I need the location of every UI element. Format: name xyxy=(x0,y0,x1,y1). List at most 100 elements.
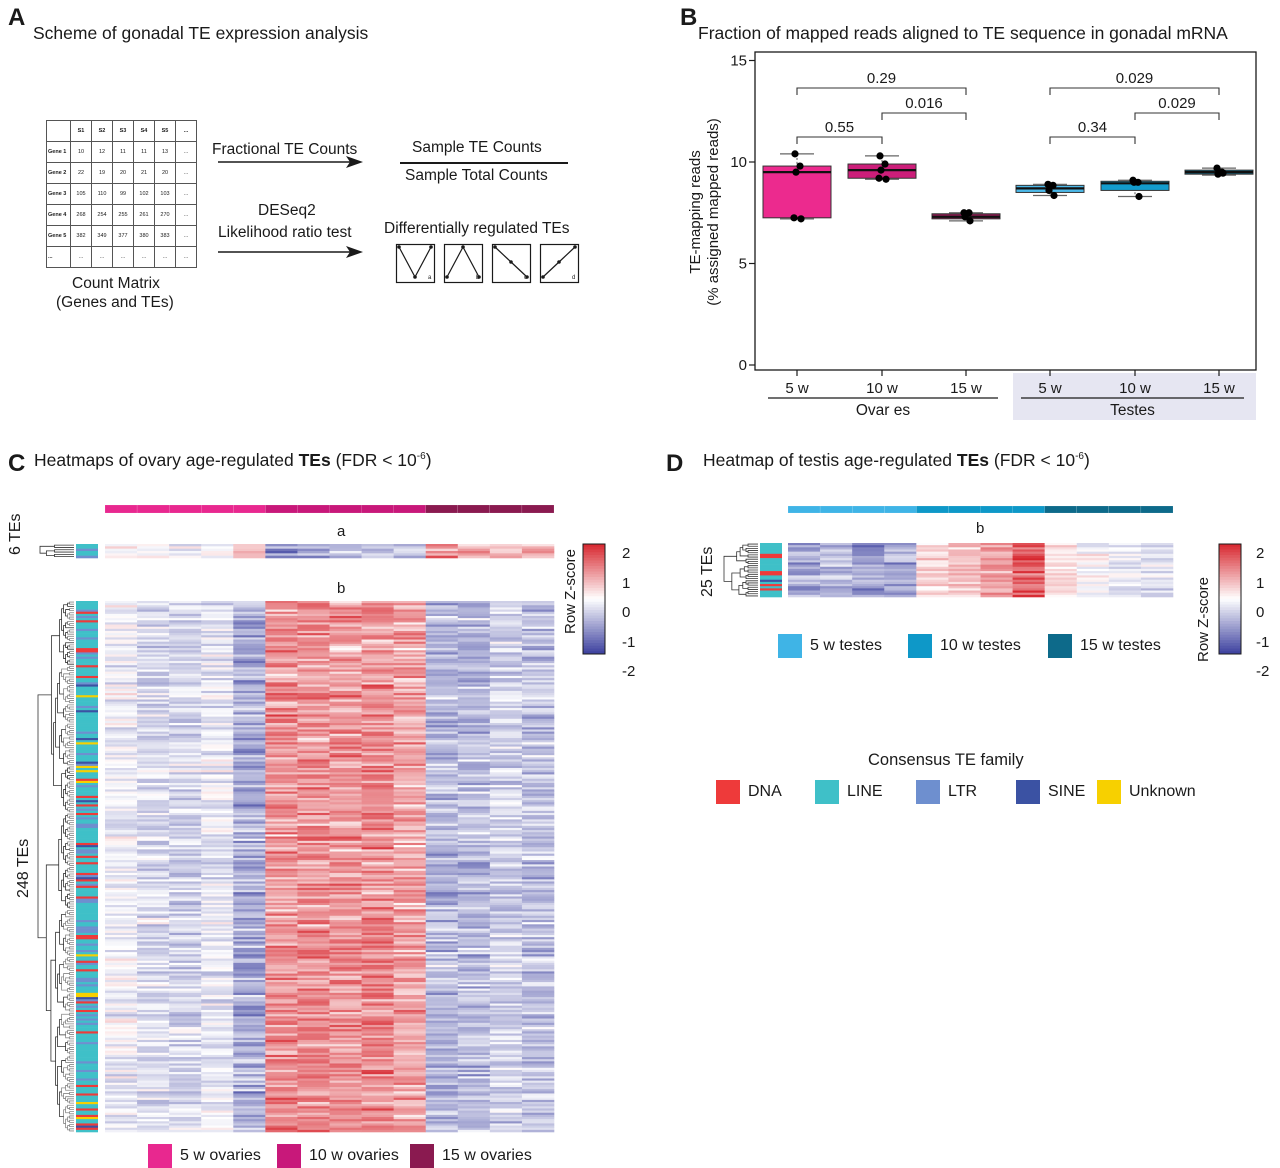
heatmap-cell xyxy=(233,671,266,675)
heatmap-cell xyxy=(521,999,555,1002)
heatmap-cell xyxy=(393,1097,427,1101)
heatmap-cell xyxy=(489,738,523,741)
heatmap-cell xyxy=(361,1121,394,1124)
colorbar-segment xyxy=(583,579,605,583)
heatmap-cell xyxy=(1012,575,1045,578)
heatmap-cell xyxy=(105,667,138,670)
box-4 xyxy=(1100,176,1170,201)
heatmap-cell xyxy=(425,663,459,666)
heatmap-cell xyxy=(457,911,491,914)
heatmap-cell xyxy=(137,1020,170,1024)
heatmap-cell xyxy=(489,956,523,959)
heatmap-cell xyxy=(201,1112,234,1116)
heatmap-cell xyxy=(329,1119,362,1122)
family-cell xyxy=(76,678,98,681)
heatmap-cell xyxy=(1012,551,1045,555)
heatmap-cell xyxy=(393,994,427,998)
heatmap-cell xyxy=(105,665,138,668)
heatmap-cell xyxy=(425,823,459,827)
heatmap-cell xyxy=(329,872,362,876)
heatmap-cell xyxy=(489,1121,523,1124)
dendrogram-branch xyxy=(69,790,74,794)
heatmap-cell xyxy=(329,1012,362,1015)
heatmap-cell xyxy=(489,1012,523,1015)
heatmap-cell xyxy=(393,952,427,955)
heatmap-cell xyxy=(457,855,491,859)
heatmap-cell xyxy=(265,1001,298,1004)
heatmap-cell xyxy=(265,857,298,861)
data-point xyxy=(881,160,889,168)
heatmap-cell xyxy=(820,551,853,555)
heatmap-cell xyxy=(489,605,523,608)
family-cell xyxy=(76,555,98,559)
heatmap-cell xyxy=(233,708,266,711)
heatmap-cell xyxy=(265,881,298,884)
heatmap-cell xyxy=(457,1080,491,1084)
heatmap-cell xyxy=(329,954,362,957)
heatmap-cell xyxy=(425,697,459,700)
heatmap-cell xyxy=(169,551,202,554)
heatmap-cell xyxy=(1076,588,1110,591)
heatmap-cell xyxy=(521,748,555,752)
matrix-cell: ... xyxy=(175,246,197,268)
heatmap-cell xyxy=(425,1121,459,1124)
heatmap-cell xyxy=(137,1042,170,1045)
heatmap-cell xyxy=(852,547,885,550)
heatmap-cell xyxy=(521,601,555,604)
heatmap-cell xyxy=(393,1084,427,1088)
heatmap-cell xyxy=(105,1093,138,1096)
heatmap-cell xyxy=(489,624,523,627)
heatmap-cell xyxy=(393,845,427,848)
heatmap-cell xyxy=(329,710,362,713)
heatmap-cell xyxy=(329,825,362,829)
heatmap-cell xyxy=(361,725,394,728)
heatmap-cell xyxy=(489,665,523,668)
heatmap-cell xyxy=(297,911,330,914)
heatmap-cell xyxy=(393,654,427,657)
heatmap-cell xyxy=(201,885,234,889)
family-cell xyxy=(760,571,782,574)
dendrogram-branch xyxy=(745,575,758,580)
heatmap-cell xyxy=(425,920,459,923)
heatmap-cell xyxy=(169,1042,202,1045)
heatmap-cell xyxy=(105,1048,138,1051)
heatmap-cell xyxy=(265,714,298,717)
heatmap-cell xyxy=(233,546,266,549)
heatmap-cell xyxy=(265,783,298,786)
family-cell xyxy=(76,682,98,685)
heatmap-cell xyxy=(521,964,555,968)
heatmap-cell xyxy=(201,1046,234,1049)
family-cell xyxy=(76,992,98,996)
heatmap-cell xyxy=(457,635,491,638)
heatmap-cell xyxy=(233,1125,266,1129)
heatmap-cell xyxy=(361,761,394,765)
heatmap-cell xyxy=(361,992,394,996)
heatmap-cell xyxy=(137,932,170,936)
heatmap-cell xyxy=(393,755,427,758)
heatmap-cell xyxy=(137,982,170,985)
heatmap-cell xyxy=(521,652,555,655)
heatmap-cell xyxy=(105,806,138,809)
heatmap-cell xyxy=(329,742,362,745)
heatmap-cell xyxy=(233,952,266,955)
heatmap-cell xyxy=(201,930,234,934)
heatmap-cell xyxy=(105,864,138,867)
heatmap-cell xyxy=(457,1007,491,1011)
heatmap-cell xyxy=(521,783,555,786)
heatmap-cell xyxy=(169,553,202,556)
heatmap-cell xyxy=(361,890,394,893)
heatmap-cell xyxy=(201,860,234,863)
heatmap-cell xyxy=(361,872,394,876)
heatmap-cell xyxy=(233,1046,266,1049)
heatmap-cell xyxy=(361,1095,394,1099)
heatmap-cell xyxy=(1076,577,1110,581)
heatmap-cell xyxy=(329,744,362,747)
heatmap-cell xyxy=(233,686,266,690)
heatmap-cell xyxy=(265,851,298,854)
heatmap-cell xyxy=(201,1082,234,1086)
heatmap-cell xyxy=(425,686,459,690)
heatmap-cell xyxy=(233,977,266,981)
heatmap-cell xyxy=(265,716,298,720)
heatmap-cell xyxy=(1012,558,1045,561)
family-cell xyxy=(76,1063,98,1066)
